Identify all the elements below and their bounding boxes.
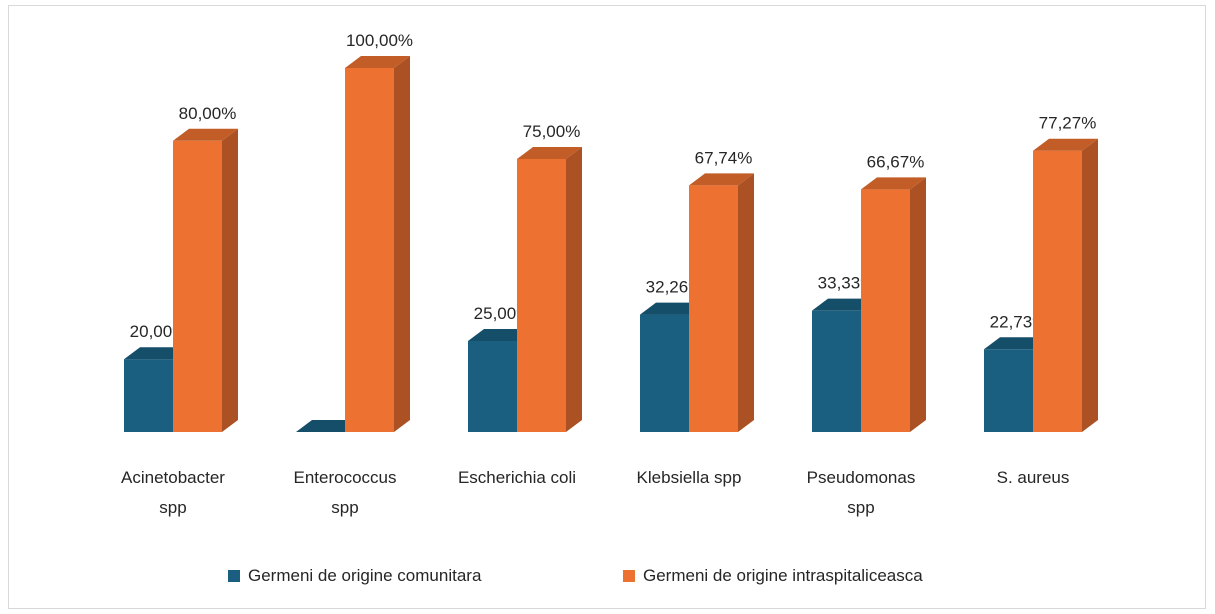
bar-3d — [689, 173, 754, 433]
bar — [173, 140, 222, 433]
data-label: 66,67% — [867, 152, 925, 171]
data-label: 67,74% — [695, 148, 753, 167]
bar-top — [689, 173, 754, 186]
bar — [861, 189, 910, 432]
data-label: 32,26% — [646, 278, 704, 297]
bar-side — [222, 128, 238, 433]
bar — [984, 349, 1033, 432]
bar-3d — [861, 177, 926, 432]
bar — [1033, 150, 1082, 433]
x-tick-label: S. aureus — [996, 468, 1070, 487]
x-tick-label: Acinetobacter spp — [121, 468, 225, 517]
legend-swatch — [623, 570, 635, 582]
bar-top — [345, 56, 410, 68]
x-tick-label: Enterococcus spp — [293, 468, 397, 517]
data-label: 33,33% — [818, 274, 876, 293]
bar-side — [566, 147, 582, 432]
bar-3d — [173, 128, 238, 433]
bar-3d — [296, 420, 361, 432]
bar-top — [173, 128, 238, 141]
bar — [812, 310, 861, 432]
bar-3d — [1033, 138, 1098, 433]
bar — [468, 341, 517, 432]
bar-top — [517, 147, 582, 159]
bar-top — [984, 337, 1049, 350]
bar — [640, 314, 689, 432]
bar-top — [812, 298, 877, 311]
legend-label: Germeni de origine comunitara — [248, 566, 482, 585]
bar-side — [910, 177, 926, 432]
x-tick-label: Pseudomonas spp — [806, 468, 916, 517]
x-tick-label: Klebsiella spp — [636, 468, 742, 487]
bar-top — [640, 302, 705, 315]
bar-side — [1082, 138, 1098, 433]
data-label: 100,00% — [346, 31, 413, 50]
data-label: 20,00% — [130, 322, 188, 341]
bar — [345, 68, 394, 432]
bar-top — [296, 420, 361, 432]
data-label: 75,00% — [523, 122, 581, 141]
bar — [689, 185, 738, 432]
bar — [517, 159, 566, 432]
bar-3d — [345, 56, 410, 432]
data-label: 22,73% — [990, 312, 1048, 331]
data-label: 77,27% — [1039, 114, 1097, 133]
bar-3d — [517, 147, 582, 432]
x-tick-label: Escherichia coli — [457, 468, 577, 487]
bar-3d — [984, 337, 1049, 432]
bar-top — [468, 329, 533, 341]
legend-item: Germeni de origine comunitara — [228, 566, 481, 586]
bar-top — [861, 177, 926, 190]
bar-top — [1033, 138, 1098, 151]
legend-swatch — [228, 570, 240, 582]
data-label: 25,00% — [474, 304, 532, 323]
chart-frame — [8, 5, 1206, 609]
bar-side — [394, 56, 410, 432]
data-label: 80,00% — [179, 104, 237, 123]
bar-top — [124, 347, 189, 360]
bar-side — [738, 173, 754, 433]
legend-item: Germeni de origine intraspitaliceasca — [623, 566, 923, 586]
legend-label: Germeni de origine intraspitaliceasca — [643, 566, 923, 585]
bar — [124, 359, 173, 432]
